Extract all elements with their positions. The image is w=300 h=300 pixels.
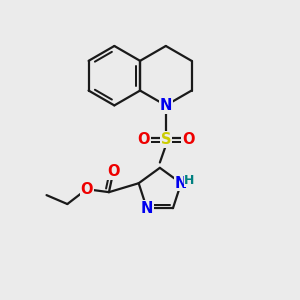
Text: N: N <box>141 201 153 216</box>
Text: S: S <box>160 132 171 147</box>
Text: O: O <box>107 164 120 179</box>
Text: O: O <box>80 182 93 197</box>
Text: N: N <box>160 98 172 113</box>
Text: O: O <box>137 132 150 147</box>
Text: O: O <box>182 132 194 147</box>
Text: N: N <box>175 176 187 191</box>
Text: H: H <box>184 174 195 187</box>
